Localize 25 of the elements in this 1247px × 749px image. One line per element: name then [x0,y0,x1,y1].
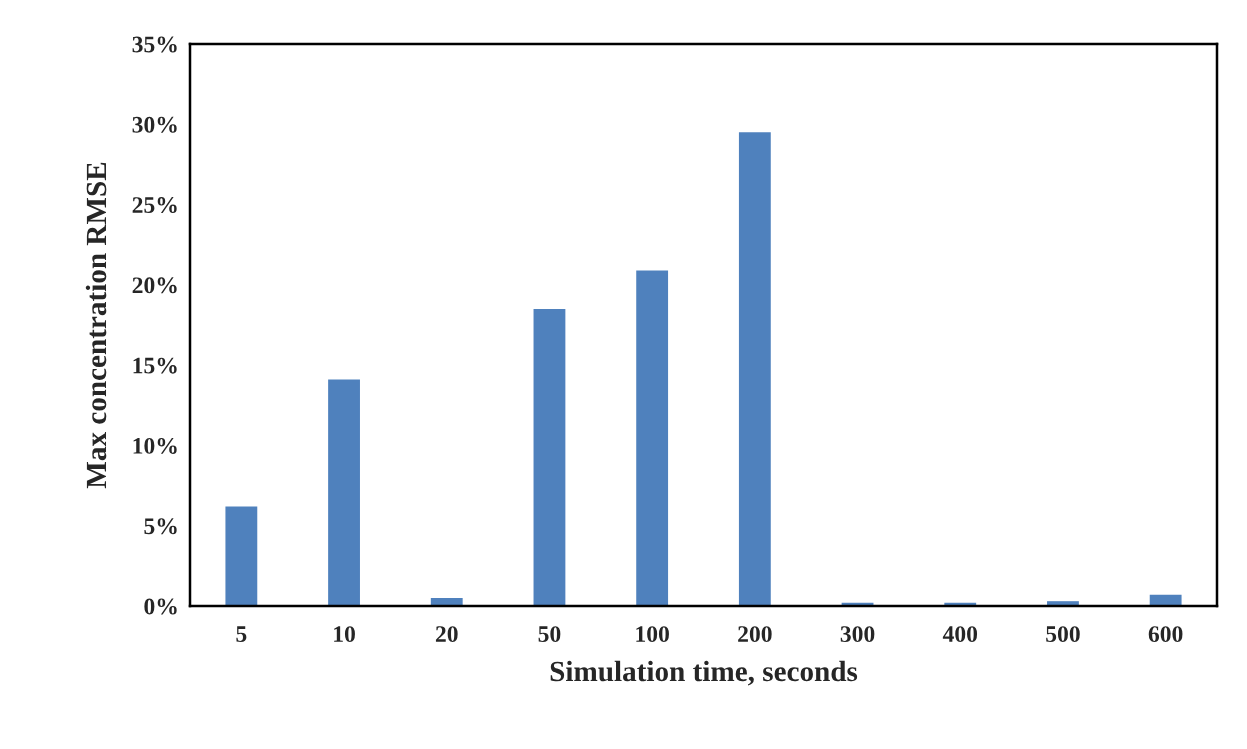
y-tick-label: 25% [132,197,177,214]
x-tick-label: 50 [538,626,561,643]
bar [738,132,771,606]
y-axis-title: Max concentration RMSE [85,162,107,489]
x-tick-label: 600 [1148,626,1183,643]
bar [636,270,669,606]
x-tick-label: 20 [435,626,458,643]
x-tick-label: 200 [738,626,772,643]
bar [328,379,360,606]
y-tick-label: 0% [144,598,177,615]
x-tick-label: 5 [236,626,247,643]
y-tick-label: 10% [133,437,177,454]
y-tick-label: 30% [132,116,177,133]
x-tick-label: 10 [334,626,355,643]
y-tick-label: 20% [132,277,177,294]
y-tick-label: 5% [144,518,177,535]
x-axis-title: Simulation time, seconds [550,660,858,686]
y-tick-label: 35% [132,36,177,53]
x-tick-label: 300 [840,626,875,643]
x-tick-label: 100 [636,626,669,643]
bar [225,506,258,606]
bar [533,308,566,606]
x-tick-label: 400 [942,626,978,643]
x-tick-label: 500 [1046,626,1080,643]
y-tick-label: 15% [133,357,177,374]
